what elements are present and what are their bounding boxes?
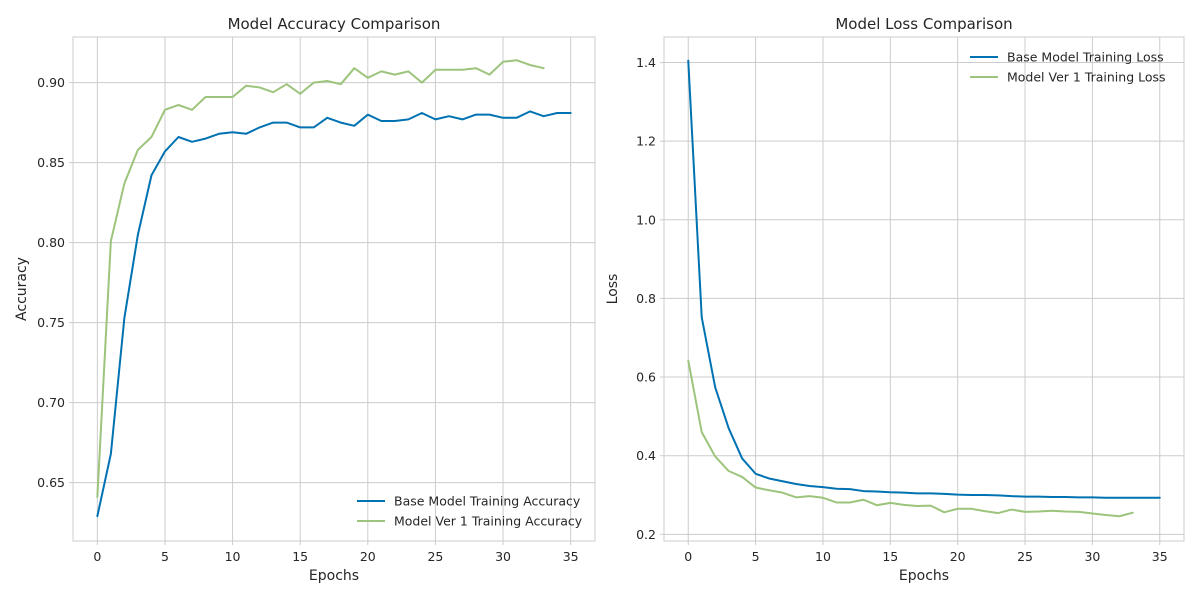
x-axis-label: Epochs xyxy=(899,568,949,584)
series-line-1 xyxy=(96,110,572,518)
x-tick-label: 0 xyxy=(684,549,692,564)
x-tick-label: 10 xyxy=(225,549,241,564)
y-tick-label: 0.2 xyxy=(636,527,656,542)
series-line-2 xyxy=(687,359,1134,518)
y-tick-label: 0.85 xyxy=(37,155,65,170)
y-tick-label: 0.4 xyxy=(636,448,656,463)
y-tick-label: 1.0 xyxy=(636,212,656,227)
series-line-2 xyxy=(96,59,545,498)
x-tick-label: 10 xyxy=(815,549,831,564)
series-line-1 xyxy=(687,59,1161,499)
legend: Base Model Training Accuracy Model Ver 1 … xyxy=(357,494,583,529)
legend-label: Model Ver 1 Training Loss xyxy=(1007,70,1166,85)
y-axis-label: Accuracy xyxy=(14,257,30,321)
x-tick-label: 30 xyxy=(1084,549,1100,564)
x-tick-label: 5 xyxy=(752,549,760,564)
y-tick-label: 0.65 xyxy=(37,475,65,490)
y-tick-label: 0.90 xyxy=(37,75,65,90)
y-tick-label: 0.70 xyxy=(37,395,65,410)
loss-chart: 0 5 10 15 20 25 30 35 0.2 0.4 0.6 0.8 1.0 1.2 1.4 Model… xyxy=(605,15,1185,584)
y-tick-label: 1.2 xyxy=(636,134,656,149)
x-tick-label: 15 xyxy=(882,549,898,564)
y-axis-label: Loss xyxy=(605,274,621,305)
legend-label: Base Model Training Loss xyxy=(1007,50,1164,65)
x-tick-label: 15 xyxy=(292,549,308,564)
x-tick-label: 20 xyxy=(950,549,966,564)
y-tick-label: 0.75 xyxy=(37,315,65,330)
x-tick-label: 25 xyxy=(427,549,443,564)
y-tick-label: 0.80 xyxy=(37,235,65,250)
x-tick-label: 0 xyxy=(93,549,101,564)
chart-title: Model Accuracy Comparison xyxy=(228,15,441,33)
x-tick-label: 35 xyxy=(563,549,579,564)
x-axis-label: Epochs xyxy=(309,568,359,584)
y-tick-label: 1.4 xyxy=(636,55,656,70)
x-tick-label: 30 xyxy=(495,549,511,564)
plot-frame xyxy=(663,36,1185,542)
x-tick-label: 20 xyxy=(360,549,376,564)
y-tick-label: 0.8 xyxy=(636,291,656,306)
legend: Base Model Training Loss Model Ver 1 Trai… xyxy=(970,50,1166,85)
accuracy-chart: 0 5 10 15 20 25 30 35 0.65 0.70 0.75 0.80 0.85 0.90 Mo… xyxy=(14,15,596,584)
x-tick-label: 35 xyxy=(1152,549,1168,564)
x-tick-label: 25 xyxy=(1017,549,1033,564)
chart-title: Model Loss Comparison xyxy=(835,15,1012,33)
x-tick-label: 5 xyxy=(161,549,169,564)
legend-label: Base Model Training Accuracy xyxy=(394,494,581,509)
y-tick-label: 0.6 xyxy=(636,370,656,385)
legend-label: Model Ver 1 Training Accuracy xyxy=(394,514,583,529)
plot-frame xyxy=(72,36,596,542)
